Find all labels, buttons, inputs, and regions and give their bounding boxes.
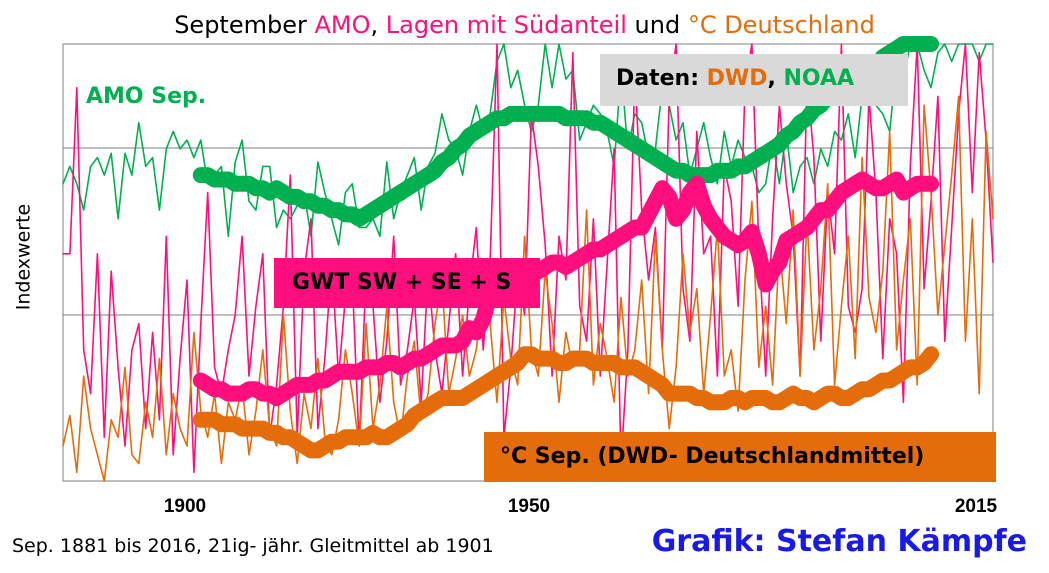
gwt-series-label: GWT SW + SE + S xyxy=(274,258,540,308)
title-part: , xyxy=(370,11,386,39)
temp-series-label: °C Sep. (DWD- Deutschlandmittel) xyxy=(484,432,996,482)
title-part: September xyxy=(174,11,315,39)
x-tick-2015: 2015 xyxy=(954,496,998,517)
source-sep: , xyxy=(767,66,784,91)
footnote: Sep. 1881 bis 2016, 21ig- jähr. Gleitmit… xyxy=(12,535,494,557)
y-axis-label: Indexwerte xyxy=(12,203,35,311)
source-prefix: Daten: xyxy=(616,66,707,91)
x-tick-1950: 1950 xyxy=(507,496,551,517)
title-amo: AMO xyxy=(314,11,371,39)
source-dwd: DWD xyxy=(706,66,768,91)
title-temp: °C Deutschland xyxy=(687,11,875,39)
moving-average-line xyxy=(192,36,939,227)
annual-series-line xyxy=(62,43,994,474)
amo-series-label: AMO Sep. xyxy=(86,84,207,109)
chart-title: September AMO, Lagen mit Südanteil und °… xyxy=(0,11,1049,39)
title-gwt: Lagen mit Südanteil xyxy=(385,11,627,39)
moving-average-line xyxy=(192,171,939,406)
source-noaa: NOAA xyxy=(783,66,855,91)
credit: Grafik: Stefan Kämpfe xyxy=(651,524,1027,559)
moving-average-line xyxy=(192,346,939,459)
x-tick-1900: 1900 xyxy=(163,496,207,517)
data-source-box: Daten: DWD, NOAA xyxy=(600,54,908,106)
title-part: und xyxy=(626,11,688,39)
